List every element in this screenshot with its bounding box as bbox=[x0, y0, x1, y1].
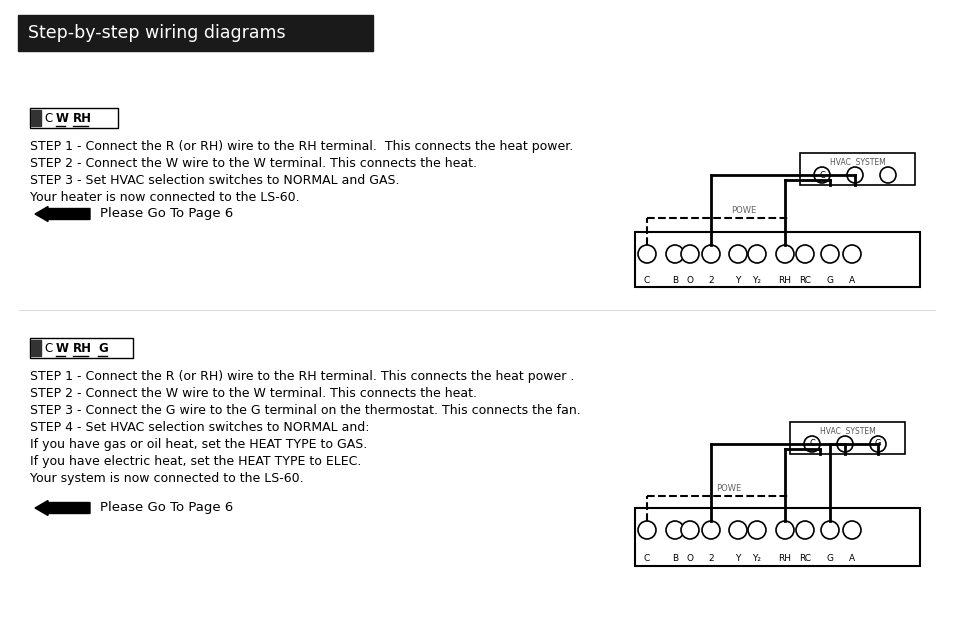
Text: RH: RH bbox=[73, 111, 91, 124]
Bar bbox=[789, 422, 904, 454]
Circle shape bbox=[842, 245, 861, 263]
Text: 2: 2 bbox=[707, 554, 713, 563]
Bar bbox=[635, 508, 919, 566]
Circle shape bbox=[821, 245, 838, 263]
Text: RC: RC bbox=[799, 554, 810, 563]
Circle shape bbox=[747, 521, 765, 539]
Text: G: G bbox=[825, 276, 833, 285]
Text: RH: RH bbox=[73, 342, 91, 355]
Circle shape bbox=[728, 521, 746, 539]
Text: C: C bbox=[819, 171, 824, 179]
Circle shape bbox=[728, 245, 746, 263]
FancyArrow shape bbox=[35, 501, 90, 515]
Text: G: G bbox=[874, 439, 881, 449]
Circle shape bbox=[803, 436, 820, 452]
Text: If you have electric heat, set the HEAT TYPE to ELEC.: If you have electric heat, set the HEAT … bbox=[30, 455, 361, 468]
FancyArrow shape bbox=[35, 206, 90, 221]
Circle shape bbox=[795, 521, 813, 539]
Bar bbox=[18, 15, 373, 51]
Text: W: W bbox=[56, 342, 69, 355]
Text: B: B bbox=[671, 554, 678, 563]
Circle shape bbox=[869, 436, 885, 452]
Text: Your heater is now connected to the LS-60.: Your heater is now connected to the LS-6… bbox=[30, 191, 299, 204]
Text: Y: Y bbox=[735, 276, 740, 285]
Circle shape bbox=[775, 521, 793, 539]
Text: STEP 1 - Connect the R (or RH) wire to the RH terminal.  This connects the heat : STEP 1 - Connect the R (or RH) wire to t… bbox=[30, 140, 573, 153]
Text: RH: RH bbox=[778, 276, 791, 285]
Circle shape bbox=[836, 436, 852, 452]
Text: If you have gas or oil heat, set the HEAT TYPE to GAS.: If you have gas or oil heat, set the HEA… bbox=[30, 438, 367, 451]
Text: Your system is now connected to the LS-60.: Your system is now connected to the LS-6… bbox=[30, 472, 303, 485]
Bar bbox=[30, 110, 41, 126]
Circle shape bbox=[795, 245, 813, 263]
Text: C: C bbox=[643, 276, 649, 285]
Circle shape bbox=[846, 167, 862, 183]
Text: Y₂: Y₂ bbox=[752, 276, 760, 285]
Circle shape bbox=[701, 521, 720, 539]
Text: STEP 3 - Connect the G wire to the G terminal on the thermostat. This connects t: STEP 3 - Connect the G wire to the G ter… bbox=[30, 404, 580, 417]
Circle shape bbox=[665, 521, 683, 539]
Text: C: C bbox=[44, 111, 52, 124]
Circle shape bbox=[680, 245, 699, 263]
Text: O: O bbox=[686, 276, 693, 285]
Circle shape bbox=[813, 167, 829, 183]
Text: C: C bbox=[44, 342, 52, 355]
Text: A: A bbox=[848, 276, 854, 285]
Text: HVAC  SYSTEM: HVAC SYSTEM bbox=[829, 158, 884, 167]
Bar bbox=[30, 108, 118, 128]
Text: W: W bbox=[56, 111, 69, 124]
Bar bbox=[30, 338, 132, 358]
Text: STEP 4 - Set HVAC selection switches to NORMAL and:: STEP 4 - Set HVAC selection switches to … bbox=[30, 421, 369, 434]
Circle shape bbox=[879, 167, 895, 183]
Text: STEP 3 - Set HVAC selection switches to NORMAL and GAS.: STEP 3 - Set HVAC selection switches to … bbox=[30, 174, 399, 187]
Text: RC: RC bbox=[799, 276, 810, 285]
Text: C: C bbox=[808, 439, 814, 449]
Bar bbox=[30, 340, 41, 356]
Text: C: C bbox=[643, 554, 649, 563]
Circle shape bbox=[747, 245, 765, 263]
Circle shape bbox=[701, 245, 720, 263]
Text: Step-by-step wiring diagrams: Step-by-step wiring diagrams bbox=[28, 24, 285, 42]
Circle shape bbox=[638, 521, 656, 539]
Text: 2: 2 bbox=[707, 276, 713, 285]
Text: O: O bbox=[686, 554, 693, 563]
Text: STEP 2 - Connect the W wire to the W terminal. This connects the heat.: STEP 2 - Connect the W wire to the W ter… bbox=[30, 387, 476, 400]
Text: Please Go To Page 6: Please Go To Page 6 bbox=[100, 208, 233, 221]
Text: Please Go To Page 6: Please Go To Page 6 bbox=[100, 501, 233, 515]
Text: HVAC  SYSTEM: HVAC SYSTEM bbox=[819, 427, 875, 436]
Text: STEP 1 - Connect the R (or RH) wire to the RH terminal. This connects the heat p: STEP 1 - Connect the R (or RH) wire to t… bbox=[30, 370, 574, 383]
Circle shape bbox=[680, 521, 699, 539]
Circle shape bbox=[665, 245, 683, 263]
Text: STEP 2 - Connect the W wire to the W terminal. This connects the heat.: STEP 2 - Connect the W wire to the W ter… bbox=[30, 157, 476, 170]
Bar bbox=[800, 153, 914, 185]
Text: Y₂: Y₂ bbox=[752, 554, 760, 563]
Text: RH: RH bbox=[778, 554, 791, 563]
Circle shape bbox=[821, 521, 838, 539]
Text: Y: Y bbox=[735, 554, 740, 563]
Circle shape bbox=[638, 245, 656, 263]
Text: POWE: POWE bbox=[730, 206, 756, 215]
Bar bbox=[635, 232, 919, 287]
Text: A: A bbox=[848, 554, 854, 563]
Text: POWE: POWE bbox=[716, 484, 740, 493]
Circle shape bbox=[842, 521, 861, 539]
Circle shape bbox=[775, 245, 793, 263]
Text: G: G bbox=[825, 554, 833, 563]
Text: B: B bbox=[671, 276, 678, 285]
Text: G: G bbox=[98, 342, 108, 355]
